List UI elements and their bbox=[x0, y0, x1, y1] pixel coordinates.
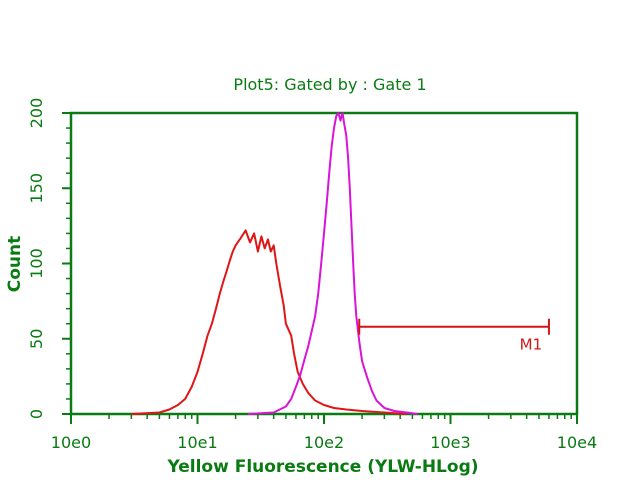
x-tick-label: 10e0 bbox=[51, 433, 91, 452]
plot-frame bbox=[69, 111, 579, 416]
x-tick-label: 10e1 bbox=[177, 433, 217, 452]
y-axis-label: Count bbox=[5, 236, 25, 293]
y-tick-label: 0 bbox=[27, 409, 46, 419]
marker-label: M1 bbox=[520, 336, 543, 354]
marker-group: M1 bbox=[358, 318, 550, 354]
y-tick-label: 200 bbox=[27, 98, 46, 129]
x-tick-label: 10e2 bbox=[304, 433, 344, 452]
x-axis-label: Yellow Fluorescence (YLW-HLog) bbox=[166, 457, 478, 477]
y-tick-label: 100 bbox=[27, 248, 46, 279]
x-tick-label: 10e3 bbox=[430, 433, 470, 452]
x-tick-label: 10e4 bbox=[557, 433, 597, 452]
y-tick-label: 150 bbox=[27, 173, 46, 204]
series-group bbox=[131, 112, 418, 415]
axis-tick-labels: 10e0 10e1 10e2 10e3 10e4 0 50 100 150 200 bbox=[27, 98, 597, 452]
series-line-2 bbox=[247, 112, 418, 415]
chart-title: Plot5: Gated by : Gate 1 bbox=[233, 75, 426, 94]
y-tick-label: 50 bbox=[27, 329, 46, 349]
axis-ticks bbox=[62, 112, 578, 424]
series-line-1 bbox=[131, 229, 407, 415]
